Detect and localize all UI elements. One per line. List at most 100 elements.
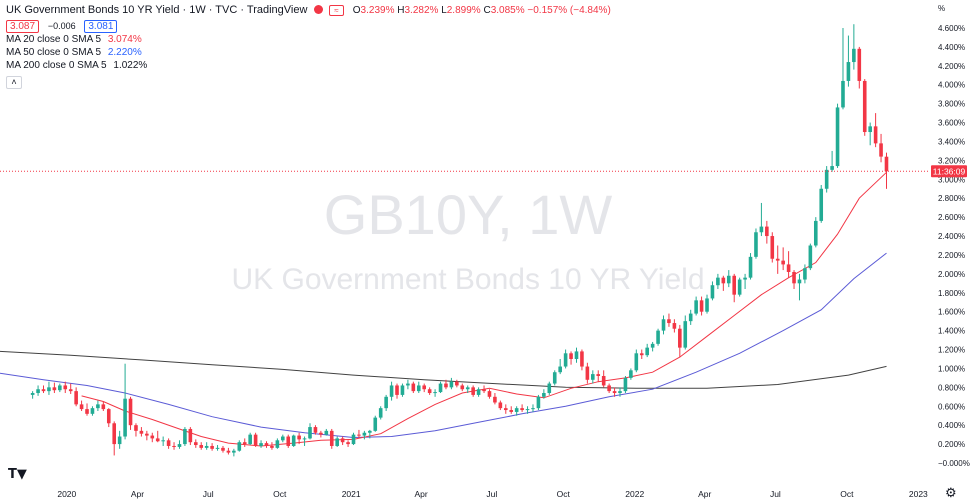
candle-body (313, 427, 318, 433)
time-tick-label: 2020 (57, 489, 76, 499)
candle-body (204, 445, 209, 448)
candle-body (47, 387, 51, 392)
candle-body (857, 48, 862, 81)
candle-body (487, 391, 492, 397)
candle-body (819, 188, 824, 221)
candle-body (297, 435, 301, 440)
candle (221, 445, 225, 453)
candle-body (830, 166, 834, 170)
candle-body (444, 383, 448, 388)
time-tick-label: Apr (131, 489, 144, 499)
candle-body (117, 436, 122, 445)
candle-body (552, 372, 557, 384)
candle (552, 370, 557, 386)
candle (291, 434, 296, 447)
candle (694, 296, 698, 316)
candle (607, 383, 611, 394)
candle (786, 251, 791, 278)
candle-body (786, 264, 791, 272)
candle-body (389, 385, 394, 397)
price-tick-label: 1.800% (938, 289, 965, 298)
compare-icon[interactable]: ≈ (328, 5, 344, 16)
candle-body (525, 409, 530, 411)
countdown-label: 11:36:09 (933, 166, 966, 176)
candle (264, 441, 269, 448)
candle (509, 406, 514, 414)
candle (759, 202, 764, 237)
candle (395, 383, 399, 399)
candle-body (96, 404, 100, 409)
indicator-ma50[interactable]: MA 50 close 0 SMA 5 2.220% (6, 46, 611, 59)
candle (400, 383, 405, 397)
price-tick-label: 4.400% (938, 43, 965, 52)
candle (765, 220, 769, 244)
candle (748, 253, 753, 280)
candle (286, 434, 291, 448)
sell-button[interactable]: 3.087 (6, 20, 40, 33)
candle (36, 385, 40, 396)
candle-body (253, 434, 258, 446)
candle-body (759, 226, 764, 233)
candle (90, 406, 95, 416)
indicator-label: MA 20 close 0 SMA 5 (6, 34, 102, 45)
candle-body (471, 387, 475, 395)
candle-body (210, 445, 214, 449)
candle (340, 436, 345, 446)
candle-body (596, 374, 601, 376)
candle (373, 415, 378, 432)
candle-body (438, 383, 443, 393)
indicator-label: MA 50 close 0 SMA 5 (6, 47, 102, 58)
candle-body (743, 277, 747, 280)
time-tick-label: 2023 (909, 489, 928, 499)
symbol-title[interactable]: UK Government Bonds 10 YR Yield · 1W · T… (6, 4, 308, 16)
candle (716, 273, 720, 289)
candle (645, 343, 649, 358)
candle-body (172, 445, 176, 447)
candle (830, 150, 834, 172)
candle (542, 389, 546, 399)
candle (574, 347, 579, 363)
candle (378, 406, 383, 420)
candle-body (161, 440, 165, 442)
candle-body (547, 383, 552, 394)
candle (150, 432, 155, 443)
chart-legend: UK Government Bonds 10 YR Yield · 1W · T… (6, 4, 611, 89)
candle (47, 381, 51, 395)
candle (792, 270, 796, 289)
candle (123, 363, 127, 440)
price-tick-label: 2.200% (938, 251, 965, 260)
candle (319, 430, 323, 438)
indicator-ma200[interactable]: MA 200 close 0 SMA 5 1.022% (6, 59, 611, 72)
chevron-up-icon[interactable]: ˄ (6, 76, 22, 89)
candle (808, 243, 813, 271)
candle-body (226, 450, 231, 453)
watermark-description: UK Government Bonds 10 YR Yield (231, 263, 704, 296)
candle (389, 381, 394, 401)
candle-body (357, 434, 361, 436)
candle-body (884, 156, 889, 172)
candle-body (145, 433, 149, 436)
candle-body (291, 435, 296, 446)
candle (465, 385, 470, 394)
candle (85, 403, 89, 416)
candle-body (286, 436, 291, 446)
candle (781, 247, 785, 271)
candle-body (183, 428, 187, 445)
candle (503, 404, 508, 414)
candle (128, 396, 133, 430)
ma20-line (81, 171, 887, 447)
candle (177, 440, 182, 449)
candle-body (455, 381, 459, 386)
time-tick-label: Jul (486, 489, 497, 499)
market-status-icon[interactable] (314, 5, 324, 14)
tradingview-logo-icon[interactable]: T▼ (8, 467, 27, 482)
candle (117, 430, 122, 449)
candle-body (591, 374, 595, 380)
buy-button[interactable]: 3.081 (84, 20, 118, 33)
candle (357, 429, 361, 439)
indicator-ma20[interactable]: MA 20 close 0 SMA 5 3.074% (6, 33, 611, 46)
candle (547, 381, 552, 395)
candle-body (803, 268, 807, 280)
gear-icon[interactable]: ⚙ (945, 485, 957, 500)
